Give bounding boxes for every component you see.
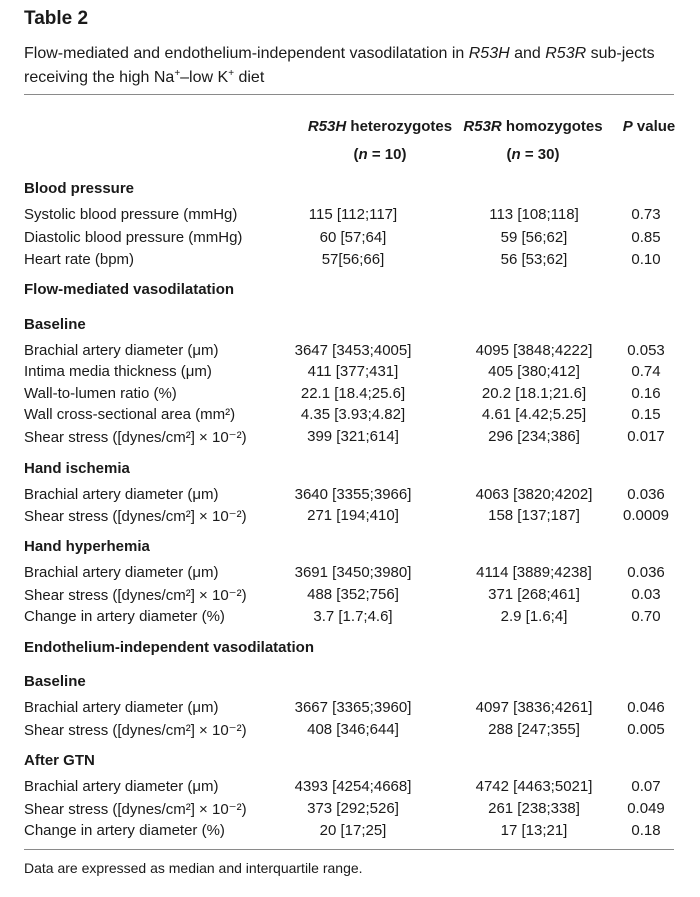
cell-r53h: 373 [292;526] (307, 800, 399, 817)
col-header-r53r-n: (n = 30) (506, 146, 560, 163)
row-label: Wall cross-sectional area (mm²) (24, 406, 236, 423)
row-label: Brachial artery diameter (μm) (24, 342, 219, 359)
row-label: Brachial artery diameter (μm) (24, 699, 219, 716)
cell-r53h: 399 [321;614] (307, 428, 399, 445)
cell-r53h: 271 [194;410] (307, 507, 399, 524)
row-label: Shear stress ([dynes/cm²] × 10⁻²) (24, 722, 247, 739)
cell-r53h: 3640 [3355;3966] (294, 486, 412, 503)
section-heading: Baseline (24, 316, 86, 333)
cell-r53h: 57[56;66] (321, 251, 385, 268)
col-header-p-value: P value (622, 118, 676, 135)
cell-r53r: 296 [234;386] (488, 428, 580, 445)
row-label: Wall-to-lumen ratio (%) (24, 385, 177, 402)
cell-r53h: 20 [17;25] (319, 822, 387, 839)
cell-r53h: 3.7 [1.7;4.6] (313, 608, 393, 625)
cell-p-value: 0.005 (627, 721, 665, 738)
cell-r53r: 20.2 [18.1;21.6] (481, 385, 587, 402)
section-heading: After GTN (24, 752, 95, 769)
cell-p-value: 0.16 (631, 385, 661, 402)
cell-p-value: 0.10 (631, 251, 661, 268)
cell-r53r: 158 [137;187] (488, 507, 580, 524)
cell-p-value: 0.15 (631, 406, 661, 423)
cell-r53r: 59 [56;62] (500, 229, 568, 246)
cell-p-value: 0.036 (627, 564, 665, 581)
cell-r53r: 4.61 [4.42;5.25] (481, 406, 587, 423)
cell-p-value: 0.053 (627, 342, 665, 359)
row-label: Systolic blood pressure (mmHg) (24, 206, 238, 223)
cell-p-value: 0.049 (627, 800, 665, 817)
cell-r53h: 3647 [3453;4005] (294, 342, 412, 359)
section-heading: Blood pressure (24, 180, 135, 197)
top-rule (24, 94, 674, 95)
cell-p-value: 0.18 (631, 822, 661, 839)
row-label: Change in artery diameter (%) (24, 608, 225, 625)
cell-r53h: 488 [352;756] (307, 586, 399, 603)
cell-r53h: 60 [57;64] (319, 229, 387, 246)
cell-p-value: 0.036 (627, 486, 665, 503)
row-label: Shear stress ([dynes/cm²] × 10⁻²) (24, 429, 247, 446)
cell-p-value: 0.70 (631, 608, 661, 625)
gene-r53r: R53R (545, 45, 587, 62)
cell-r53r: 2.9 [1.6;4] (500, 608, 568, 625)
row-label: Shear stress ([dynes/cm²] × 10⁻²) (24, 801, 247, 818)
cell-p-value: 0.046 (627, 699, 665, 716)
cell-r53h: 4.35 [3.93;4.82] (300, 406, 406, 423)
row-label: Shear stress ([dynes/cm²] × 10⁻²) (24, 587, 247, 604)
section-heading: Flow-mediated vasodilatation (24, 281, 235, 298)
cell-p-value: 0.85 (631, 229, 661, 246)
row-label: Intima media thickness (μm) (24, 363, 212, 380)
section-heading: Endothelium-independent vasodilatation (24, 639, 315, 656)
cell-r53h: 3667 [3365;3960] (294, 699, 412, 716)
cell-r53r: 405 [380;412] (488, 363, 580, 380)
cell-r53h: 408 [346;644] (307, 721, 399, 738)
table-caption: Flow-mediated and endothelium-independen… (24, 45, 655, 86)
cell-p-value: 0.73 (631, 206, 661, 223)
cell-r53r: 261 [238;338] (488, 800, 580, 817)
cell-p-value: 0.07 (631, 778, 661, 795)
row-label: Shear stress ([dynes/cm²] × 10⁻²) (24, 508, 247, 525)
cell-p-value: 0.017 (627, 428, 665, 445)
row-label: Change in artery diameter (%) (24, 822, 225, 839)
cell-p-value: 0.03 (631, 586, 661, 603)
section-heading: Hand hyperhemia (24, 538, 150, 555)
cell-r53r: 56 [53;62] (500, 251, 568, 268)
cell-r53r: 371 [268;461] (488, 586, 580, 603)
table-title: Table 2 (24, 8, 89, 29)
bottom-rule (24, 849, 674, 850)
cell-r53h: 3691 [3450;3980] (294, 564, 412, 581)
col-header-r53h: R53H heterozygotes (307, 118, 453, 135)
cell-p-value: 0.0009 (623, 507, 669, 524)
row-label: Brachial artery diameter (μm) (24, 486, 219, 503)
row-label: Diastolic blood pressure (mmHg) (24, 229, 243, 246)
row-label: Heart rate (bpm) (24, 251, 135, 268)
cell-r53r: 4063 [3820;4202] (475, 486, 593, 503)
row-label: Brachial artery diameter (μm) (24, 564, 219, 581)
cell-r53h: 115 [112;117] (308, 206, 398, 223)
cell-r53r: 4114 [3889;4238] (476, 564, 592, 581)
cell-r53h: 4393 [4254;4668] (294, 778, 412, 795)
cell-r53h: 22.1 [18.4;25.6] (300, 385, 406, 402)
cell-r53r: 17 [13;21] (500, 822, 568, 839)
cell-p-value: 0.74 (631, 363, 661, 380)
cell-r53r: 4742 [4463;5021] (475, 778, 593, 795)
cell-r53r: 113 [108;118] (489, 206, 579, 223)
cell-r53r: 288 [247;355] (488, 721, 580, 738)
cell-r53h: 411 [377;431] (307, 363, 399, 380)
table-footnote: Data are expressed as median and interqu… (24, 860, 363, 876)
cell-r53r: 4095 [3848;4222] (475, 342, 593, 359)
section-heading: Hand ischemia (24, 460, 130, 477)
section-heading: Baseline (24, 673, 86, 690)
col-header-r53h-n: (n = 10) (353, 146, 407, 163)
gene-r53h: R53H (468, 45, 510, 62)
col-header-r53r: R53R homozygotes (463, 118, 603, 135)
row-label: Brachial artery diameter (μm) (24, 778, 219, 795)
cell-r53r: 4097 [3836;4261] (475, 699, 593, 716)
